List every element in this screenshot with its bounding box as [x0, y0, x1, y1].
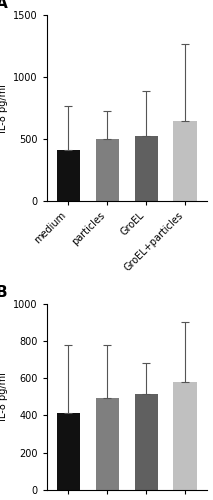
- Bar: [135, 136, 158, 202]
- Bar: [96, 139, 119, 202]
- Bar: [96, 398, 119, 490]
- Bar: [57, 150, 80, 202]
- Y-axis label: IL-8 pg/ml: IL-8 pg/ml: [0, 84, 8, 132]
- Bar: [174, 120, 197, 202]
- Y-axis label: IL-8 pg/ml: IL-8 pg/ml: [0, 372, 8, 422]
- Bar: [57, 412, 80, 490]
- Text: A: A: [0, 0, 7, 12]
- Text: B: B: [0, 285, 7, 300]
- Bar: [135, 394, 158, 490]
- Bar: [174, 382, 197, 490]
